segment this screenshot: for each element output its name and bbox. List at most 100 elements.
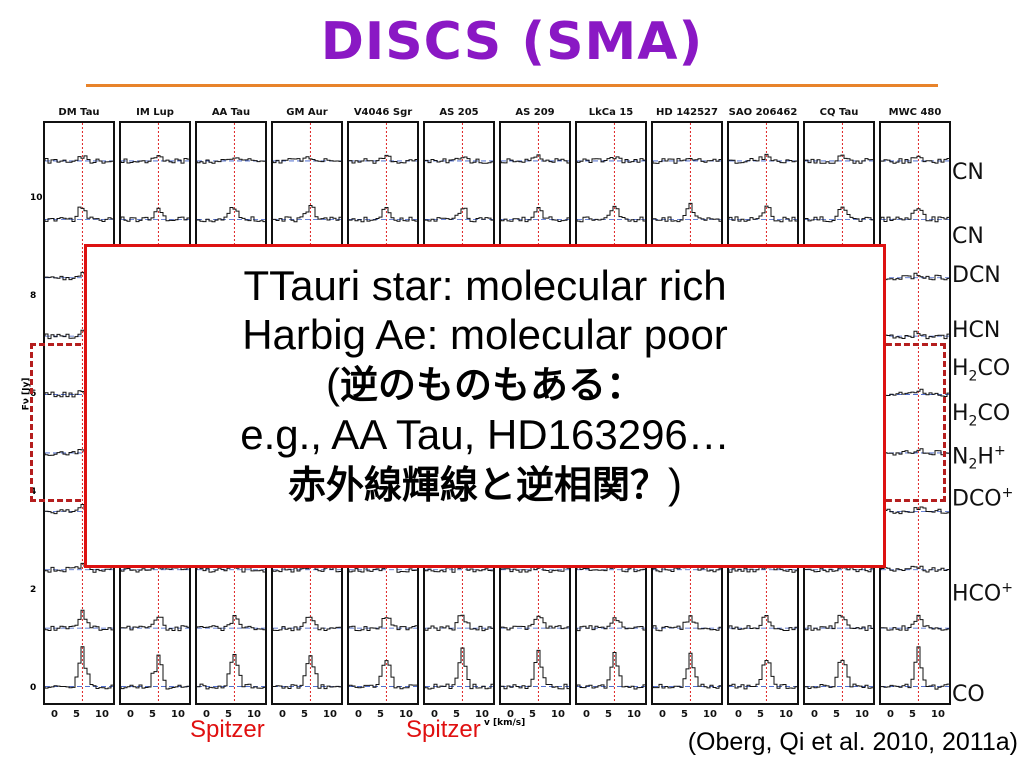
title-underline: [86, 84, 938, 87]
panel-label: AA Tau: [211, 107, 251, 118]
spectrum-trace: [349, 154, 417, 164]
spectrum-trace: [729, 615, 797, 631]
x-tick-label: 0: [127, 709, 134, 720]
spectrum-trace: [501, 649, 569, 690]
x-tick-label: 10: [779, 709, 793, 720]
y-tick-label: 2: [30, 585, 37, 595]
spectrum-trace: [881, 330, 949, 340]
x-tick-label: 10: [247, 709, 261, 720]
spectrum-trace: [425, 207, 493, 223]
x-tick-label: 0: [431, 709, 438, 720]
y-tick-label: 10: [30, 193, 43, 203]
spectrum-trace: [349, 563, 417, 573]
molecule-label: CO: [952, 682, 985, 707]
x-tick-label: 5: [377, 709, 384, 720]
x-tick-label: 10: [95, 709, 109, 720]
molecule-label: DCN: [952, 263, 1001, 288]
spectrum-trace: [881, 565, 949, 573]
molecule-label: H2CO: [952, 356, 1011, 385]
x-tick-label: 10: [475, 709, 489, 720]
spectrum-trace: [881, 506, 949, 515]
spectrum-trace: [881, 448, 949, 456]
spectrum-trace: [577, 652, 645, 690]
spectrum-trace: [121, 616, 189, 632]
x-tick-label: 5: [149, 709, 156, 720]
slide-title: DISCS (SMA): [320, 12, 704, 72]
spectrum-trace: [653, 615, 721, 632]
spectrum-trace: [653, 652, 721, 689]
x-tick-label: 10: [627, 709, 641, 720]
panel-label: AS 205: [439, 107, 479, 118]
spectrum-trace: [577, 156, 645, 164]
spectrum-trace: [121, 654, 189, 690]
panel-label: AS 209: [515, 107, 555, 118]
spectrum-trace: [577, 205, 645, 223]
x-tick-label: 0: [659, 709, 666, 720]
y-tick-label: 4: [30, 487, 37, 497]
y-tick-label: 8: [30, 291, 37, 301]
spectrum-trace: [121, 155, 189, 164]
x-tick-label: 5: [453, 709, 460, 720]
spectrum-trace: [653, 158, 721, 164]
molecule-label: DCO+: [952, 485, 1014, 512]
spitzer-label-1: Spitzer: [190, 716, 265, 743]
open-paren: (: [325, 360, 340, 407]
molecule-label: CN: [952, 224, 984, 249]
callout-box: TTauri star: molecular rich Harbig Ae: m…: [84, 244, 886, 568]
spectrum-trace: [501, 154, 569, 164]
x-tick-label: 5: [529, 709, 536, 720]
x-tick-label: 10: [171, 709, 185, 720]
spectrum-trace: [881, 272, 949, 281]
spectrum-trace: [197, 654, 265, 690]
panel-label: DM Tau: [58, 107, 100, 118]
spectrum-trace: [501, 566, 569, 573]
panel-label: MWC 480: [888, 107, 942, 118]
callout-jp-2: 赤外線輝線と逆相関？: [287, 463, 668, 507]
x-axis-label: v [km/s]: [484, 718, 526, 728]
callout-line-2: Harbig Ae: molecular poor: [242, 311, 728, 358]
spectrum-trace: [881, 208, 949, 223]
callout-jp-1: 逆のものもある：: [339, 363, 644, 407]
panel-label: SAO 206462: [728, 107, 798, 118]
y-tick-label: 6: [30, 389, 37, 399]
spectrum-trace: [729, 660, 797, 690]
x-tick-label: 5: [225, 709, 232, 720]
citation: (Oberg, Qi et al. 2010, 2011a): [687, 728, 1018, 756]
spectrum-trace: [881, 614, 949, 631]
callout-line-4: e.g., AA Tau, HD163296…: [240, 411, 730, 458]
x-tick-label: 10: [855, 709, 869, 720]
x-tick-label: 10: [703, 709, 717, 720]
spectrum-trace: [273, 616, 341, 632]
spectrum-trace: [349, 207, 417, 223]
molecule-label: N2H+: [952, 443, 1006, 473]
panel-label: CQ Tau: [819, 107, 859, 118]
spectrum-trace: [881, 155, 949, 164]
x-tick-label: 5: [681, 709, 688, 720]
x-tick-label: 10: [323, 709, 337, 720]
x-tick-label: 10: [399, 709, 413, 720]
callout-line-1: TTauri star: molecular rich: [243, 262, 727, 309]
spectrum-trace: [273, 156, 341, 164]
spectrum-trace: [805, 659, 873, 689]
x-tick-label: 0: [51, 709, 58, 720]
x-tick-label: 5: [73, 709, 80, 720]
spectrum-trace: [425, 647, 493, 690]
molecule-label: H2CO: [952, 401, 1011, 430]
panel-label: V4046 Sgr: [353, 107, 413, 118]
x-tick-label: 5: [833, 709, 840, 720]
x-tick-label: 5: [909, 709, 916, 720]
y-tick-label: 0: [30, 683, 37, 693]
spectrum-trace: [349, 660, 417, 690]
spectrum-panel: [879, 121, 951, 705]
spectrum-trace: [273, 655, 341, 690]
callout-line-5: 赤外線輝線と逆相関？): [87, 459, 883, 510]
spectrum-trace: [729, 153, 797, 164]
spectrum-trace: [577, 617, 645, 632]
x-tick-label: 0: [279, 709, 286, 720]
x-tick-label: 0: [583, 709, 590, 720]
spectrum-trace: [197, 207, 265, 223]
spectrum-trace: [45, 646, 113, 690]
x-tick-label: 0: [507, 709, 514, 720]
x-tick-label: 0: [811, 709, 818, 720]
x-tick-label: 5: [757, 709, 764, 720]
